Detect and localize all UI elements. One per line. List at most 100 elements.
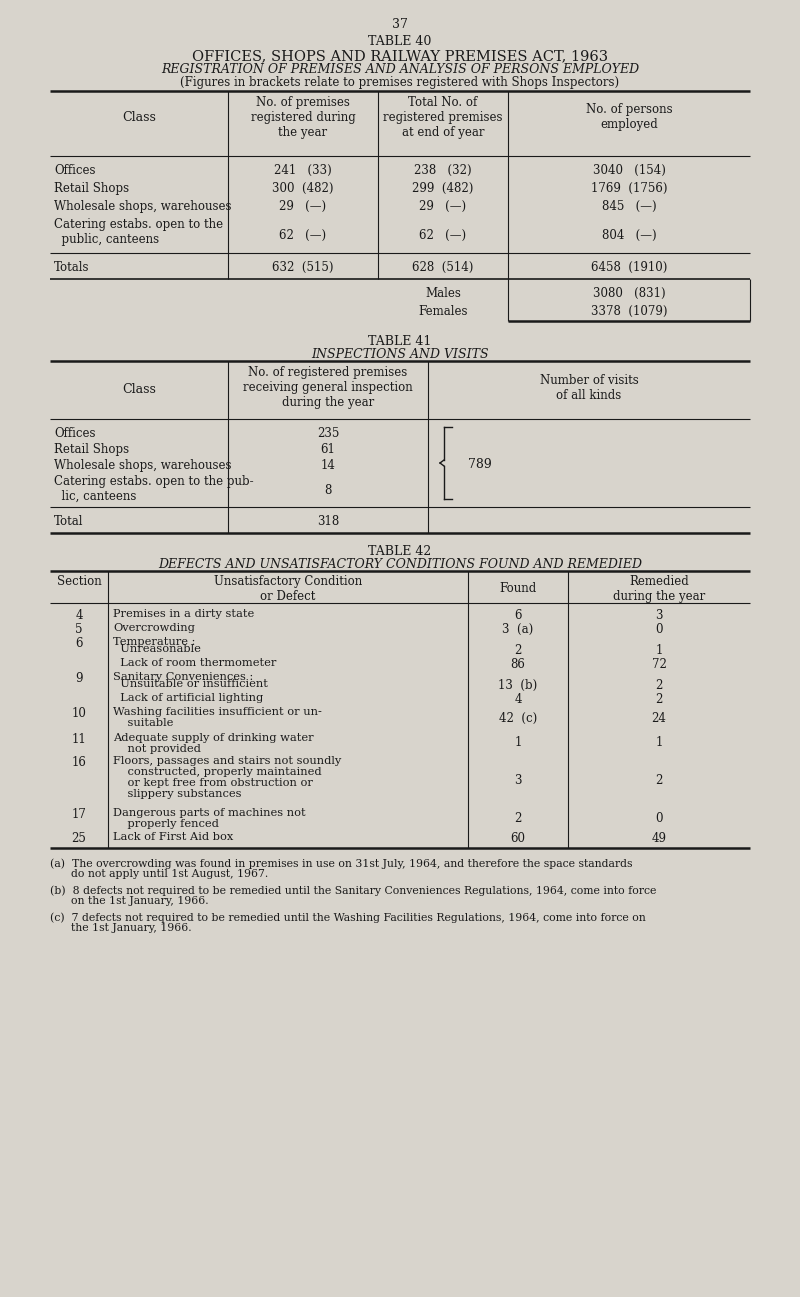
Text: the 1st January, 1966.: the 1st January, 1966. [50,923,192,933]
Text: 5: 5 [75,623,82,636]
Text: Floors, passages and stairs not soundly: Floors, passages and stairs not soundly [113,756,342,767]
Text: 299  (482): 299 (482) [412,182,474,195]
Text: do not apply until 1st August, 1967.: do not apply until 1st August, 1967. [50,869,268,879]
Text: 3040   (154): 3040 (154) [593,163,666,176]
Text: Found: Found [499,582,537,595]
Text: 17: 17 [71,808,86,821]
Text: Dangerous parts of machines not: Dangerous parts of machines not [113,808,306,818]
Text: properly fenced: properly fenced [113,818,219,829]
Text: 789: 789 [468,458,492,471]
Text: 11: 11 [72,733,86,746]
Text: Unreasonable: Unreasonable [113,645,201,654]
Text: slippery substances: slippery substances [113,789,242,799]
Text: 3: 3 [514,774,522,787]
Text: 25: 25 [71,831,86,846]
Text: 2: 2 [655,680,662,693]
Text: 61: 61 [321,444,335,457]
Text: 2: 2 [655,774,662,787]
Text: 235: 235 [317,427,339,440]
Text: Remedied
during the year: Remedied during the year [613,575,705,603]
Text: Washing facilities insufficient or un-: Washing facilities insufficient or un- [113,707,322,717]
Text: Total: Total [54,515,83,528]
Text: 4: 4 [75,610,82,623]
Text: 238   (32): 238 (32) [414,163,472,176]
Text: (a)  The overcrowding was found in premises in use on 31st July, 1964, and there: (a) The overcrowding was found in premis… [50,859,633,869]
Text: Class: Class [122,112,156,125]
Text: TABLE 40: TABLE 40 [368,35,432,48]
Text: Totals: Totals [54,261,90,274]
Text: 804   (—): 804 (—) [602,228,656,241]
Text: 3378  (1079): 3378 (1079) [590,305,667,318]
Text: 13  (b): 13 (b) [498,680,538,693]
Text: No. of premises
registered during
the year: No. of premises registered during the ye… [250,96,355,139]
Text: Overcrowding: Overcrowding [113,623,195,633]
Text: 845   (—): 845 (—) [602,200,656,213]
Text: 10: 10 [71,707,86,720]
Text: Sanitary Conveniences :: Sanitary Conveniences : [113,672,254,682]
Text: TABLE 42: TABLE 42 [368,545,432,558]
Text: Catering estabs. open to the pub-
  lic, canteens: Catering estabs. open to the pub- lic, c… [54,475,254,503]
Text: or kept free from obstruction or: or kept free from obstruction or [113,778,313,789]
Text: Retail Shops: Retail Shops [54,444,129,457]
Text: (Figures in brackets relate to premises registered with Shops Inspectors): (Figures in brackets relate to premises … [181,77,619,89]
Text: constructed, properly maintained: constructed, properly maintained [113,767,322,777]
Text: TABLE 41: TABLE 41 [368,335,432,348]
Text: 2: 2 [514,812,522,825]
Text: REGISTRATION OF PREMISES AND ANALYSIS OF PERSONS EMPLOYED: REGISTRATION OF PREMISES AND ANALYSIS OF… [161,64,639,77]
Text: Wholesale shops, warehouses: Wholesale shops, warehouses [54,200,231,213]
Text: 632  (515): 632 (515) [272,261,334,274]
Text: OFFICES, SHOPS AND RAILWAY PREMISES ACT, 1963: OFFICES, SHOPS AND RAILWAY PREMISES ACT,… [192,49,608,64]
Text: 1: 1 [655,645,662,658]
Text: 37: 37 [392,18,408,31]
Text: No. of registered premises
receiving general inspection
during the year: No. of registered premises receiving gen… [243,366,413,409]
Text: 8: 8 [324,484,332,497]
Text: Number of visits
of all kinds: Number of visits of all kinds [540,374,638,402]
Text: 241   (33): 241 (33) [274,163,332,176]
Text: Adequate supply of drinking water: Adequate supply of drinking water [113,733,314,743]
Text: 300  (482): 300 (482) [272,182,334,195]
Text: 6: 6 [514,610,522,623]
Text: 0: 0 [655,623,662,636]
Text: Retail Shops: Retail Shops [54,182,129,195]
Text: 60: 60 [510,831,526,846]
Text: Catering estabs. open to the
  public, canteens: Catering estabs. open to the public, can… [54,218,223,246]
Text: (b)  8 defects not required to be remedied until the Sanitary Conveniences Regul: (b) 8 defects not required to be remedie… [50,885,656,895]
Text: 16: 16 [71,756,86,769]
Text: Total No. of
registered premises
at end of year: Total No. of registered premises at end … [383,96,502,139]
Text: 24: 24 [651,712,666,725]
Text: 6458  (1910): 6458 (1910) [591,261,667,274]
Text: Offices: Offices [54,427,95,440]
Text: Lack of First Aid box: Lack of First Aid box [113,831,234,842]
Text: 14: 14 [321,459,335,472]
Text: Class: Class [122,383,156,396]
Text: 62   (—): 62 (—) [279,228,326,241]
Text: 0: 0 [655,812,662,825]
Text: No. of persons
employed: No. of persons employed [586,102,672,131]
Text: 86: 86 [510,658,526,671]
Text: 2: 2 [514,645,522,658]
Text: 9: 9 [75,672,82,685]
Text: 72: 72 [651,658,666,671]
Text: (c)  7 defects not required to be remedied until the Washing Facilities Regulati: (c) 7 defects not required to be remedie… [50,912,646,922]
Text: Females: Females [418,305,468,318]
Text: 49: 49 [651,831,666,846]
Text: INSPECTIONS AND VISITS: INSPECTIONS AND VISITS [311,348,489,361]
Text: 318: 318 [317,515,339,528]
Text: Offices: Offices [54,163,95,176]
Text: 4: 4 [514,693,522,706]
Text: Unsuitable or insufficient: Unsuitable or insufficient [113,680,268,689]
Text: Section: Section [57,575,102,588]
Text: 29   (—): 29 (—) [279,200,326,213]
Text: 29   (—): 29 (—) [419,200,466,213]
Text: Temperature :: Temperature : [113,637,195,647]
Text: 2: 2 [655,693,662,706]
Text: DEFECTS AND UNSATISFACTORY CONDITIONS FOUND AND REMEDIED: DEFECTS AND UNSATISFACTORY CONDITIONS FO… [158,558,642,571]
Text: Lack of room thermometer: Lack of room thermometer [113,658,276,668]
Text: 1: 1 [514,737,522,750]
Text: 42  (c): 42 (c) [499,712,537,725]
Text: suitable: suitable [113,719,174,728]
Text: Lack of artificial lighting: Lack of artificial lighting [113,693,263,703]
Text: 3: 3 [655,610,662,623]
Text: Males: Males [425,287,461,300]
Text: Premises in a dirty state: Premises in a dirty state [113,610,254,619]
